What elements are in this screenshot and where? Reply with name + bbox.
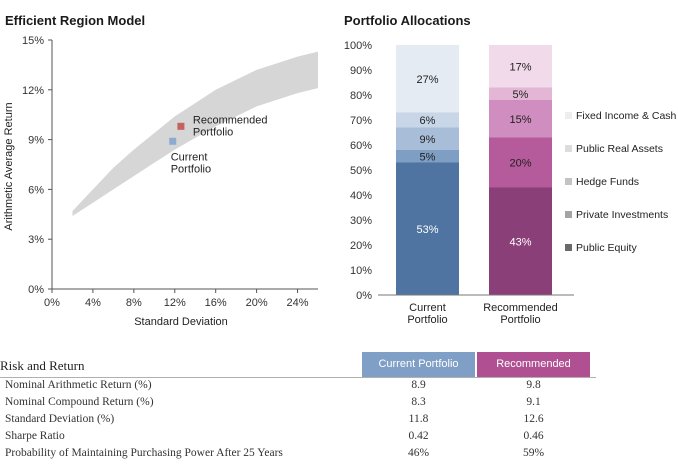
recommended-value: 0.46 xyxy=(523,430,544,442)
data-label: 5% xyxy=(513,89,529,101)
recommended-portfolio-point xyxy=(177,122,185,130)
x-axis-label: Standard Deviation xyxy=(134,316,228,328)
legend-label: Private Investments xyxy=(576,209,668,221)
y-tick-label: 3% xyxy=(28,234,44,246)
current-value: 8.3 xyxy=(411,396,426,408)
legend-label: Public Real Assets xyxy=(576,143,663,155)
risk-return-table: Risk and Return Current Portfolio Recomm… xyxy=(0,352,600,462)
bar-segment xyxy=(489,187,552,295)
legend-swatch xyxy=(565,244,572,251)
current-portfolio-point xyxy=(169,137,177,145)
bar-segment xyxy=(396,127,459,150)
recommended-value: 9.8 xyxy=(526,379,541,391)
data-label: 20% xyxy=(509,158,531,170)
y-axis-label: Arithmetic Average Return xyxy=(3,102,15,230)
table-row: Probability of Maintaining Purchasing Po… xyxy=(0,445,600,462)
row-label: Standard Deviation (%) xyxy=(5,413,115,425)
table-row: Standard Deviation (%) 11.8 12.6 xyxy=(0,411,600,428)
y-tick-label: 20% xyxy=(350,240,372,252)
portfolio-allocations-title: Portfolio Allocations xyxy=(344,13,471,28)
bar-segment xyxy=(396,45,459,113)
table-row: Nominal Compound Return (%) 8.3 9.1 xyxy=(0,394,600,411)
data-label: 6% xyxy=(420,115,436,127)
data-label: 17% xyxy=(509,61,531,73)
current-value: 8.9 xyxy=(411,379,426,391)
y-tick-label: 10% xyxy=(350,265,372,277)
category-label: Recommended Portfolio xyxy=(483,302,558,326)
y-tick-label: 70% xyxy=(350,115,372,127)
efficient-region-title: Efficient Region Model xyxy=(5,13,146,28)
bar-segment xyxy=(396,150,459,163)
recommended-value: 9.1 xyxy=(526,396,541,408)
category-label: Current Portfolio xyxy=(407,302,447,326)
bar-segment xyxy=(396,112,459,128)
bar-segment xyxy=(489,45,552,88)
legend-swatch xyxy=(565,145,572,152)
x-tick-label: 0% xyxy=(44,297,60,309)
y-tick-label: 100% xyxy=(344,40,372,52)
x-tick-label: 20% xyxy=(246,297,268,309)
recommended-value: 12.6 xyxy=(523,413,544,425)
table-row: Sharpe Ratio 0.42 0.46 xyxy=(0,428,600,445)
legend-label: Hedge Funds xyxy=(576,176,639,188)
current-portfolio-label: Current Portfolio xyxy=(171,151,211,175)
bar-segment xyxy=(489,87,552,100)
legend-swatch xyxy=(565,211,572,218)
x-tick-label: 12% xyxy=(164,297,186,309)
data-label: 43% xyxy=(509,236,531,248)
data-label: 5% xyxy=(420,151,436,163)
column-header-recommended: Recommended Portfolio xyxy=(477,352,590,395)
y-tick-label: 60% xyxy=(350,140,372,152)
efficient-region-area xyxy=(72,51,318,216)
row-label: Probability of Maintaining Purchasing Po… xyxy=(5,447,283,459)
legend-label: Fixed Income & Cash xyxy=(576,110,677,122)
legend-swatch xyxy=(565,112,572,119)
y-tick-label: 9% xyxy=(28,135,44,147)
bar-segment xyxy=(489,137,552,188)
y-tick-label: 0% xyxy=(356,290,372,302)
y-tick-label: 30% xyxy=(350,215,372,227)
y-tick-label: 6% xyxy=(28,184,44,196)
current-value: 46% xyxy=(407,447,430,459)
y-tick-label: 80% xyxy=(350,90,372,102)
x-tick-label: 24% xyxy=(287,297,309,309)
current-value: 0.42 xyxy=(408,430,429,442)
data-label: 15% xyxy=(509,114,531,126)
recommended-value: 59% xyxy=(522,447,545,459)
current-value: 11.8 xyxy=(408,413,429,425)
bar-segment xyxy=(489,100,552,138)
data-label: 9% xyxy=(420,134,436,146)
data-label: 27% xyxy=(416,74,438,86)
portfolio-allocations-chart: 0% 10% 20% 30% 40% 50% 60% 70% 80% 90% 100% 53% 5% 9%… xyxy=(344,40,677,326)
y-tick-label: 90% xyxy=(350,65,372,77)
x-tick-label: 4% xyxy=(85,297,101,309)
recommended-portfolio-label: Recommended Portfolio xyxy=(193,114,268,138)
x-tick-label: 8% xyxy=(126,297,142,309)
y-tick-label: 15% xyxy=(22,35,44,47)
bar-segment xyxy=(396,162,459,295)
row-label: Sharpe Ratio xyxy=(5,430,65,442)
data-label: 53% xyxy=(416,224,438,236)
y-tick-label: 0% xyxy=(28,284,44,296)
efficient-region-chart: 0% 3% 6% 9% 12% 15% 0% 4% 8% 12% 16% 20% 24% Standard… xyxy=(3,35,318,328)
column-header-current: Current Portfolio xyxy=(362,352,475,377)
legend-label: Public Equity xyxy=(576,242,637,254)
table-row: Nominal Arithmetic Return (%) 8.9 9.8 xyxy=(0,377,600,394)
y-tick-label: 50% xyxy=(350,165,372,177)
table-divider xyxy=(0,377,596,378)
risk-return-title: Risk and Return xyxy=(0,358,85,373)
x-tick-label: 16% xyxy=(205,297,227,309)
row-label: Nominal Compound Return (%) xyxy=(5,396,154,408)
y-tick-label: 40% xyxy=(350,190,372,202)
legend-swatch xyxy=(565,178,572,185)
row-label: Nominal Arithmetic Return (%) xyxy=(5,379,152,391)
y-tick-label: 12% xyxy=(22,85,44,97)
